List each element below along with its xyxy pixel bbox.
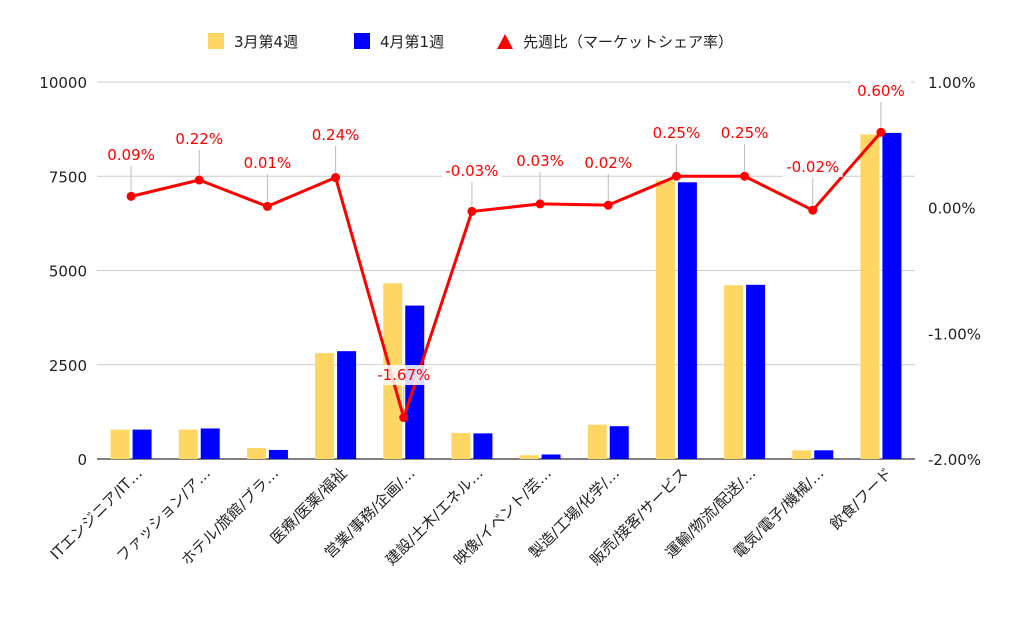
share-line-path <box>130 131 883 420</box>
y-right-tick-label: 0.00% <box>928 200 976 218</box>
bar <box>655 180 675 459</box>
bar <box>860 134 880 459</box>
bar <box>178 429 198 459</box>
line-point <box>603 200 613 210</box>
bar <box>724 285 744 459</box>
line-data-label: -0.02% <box>786 158 839 176</box>
legend-triangle-icon <box>497 34 513 49</box>
line-point <box>808 205 818 215</box>
line-data-label: 0.60% <box>857 82 905 100</box>
bar <box>882 132 902 459</box>
bar <box>200 428 220 459</box>
share-line <box>126 127 886 423</box>
share-line-labels: 0.09% 0.22% 0.01% 0.24% -1.67% -0.03% 0.03% 0.0… <box>101 81 911 413</box>
legend-label: 先週比（マーケットシェア率） <box>523 33 733 51</box>
line-data-label: 0.09% <box>107 146 155 164</box>
label-bg <box>646 123 707 143</box>
line-point <box>876 127 886 137</box>
label-bg <box>578 153 639 173</box>
y-left-tick-label: 2500 <box>49 357 87 375</box>
legend-swatch <box>208 33 224 49</box>
x-tick-label: 飲食/フード <box>826 464 895 533</box>
label-bg <box>441 161 502 181</box>
bar <box>519 455 539 459</box>
y-axis-right: -2.00% -1.00% 0.00% 1.00% <box>928 74 981 469</box>
bars <box>110 132 902 460</box>
bar <box>268 449 288 459</box>
line-point <box>194 175 204 185</box>
label-bg <box>305 125 366 145</box>
y-right-tick-label: -2.00% <box>928 451 981 469</box>
bar <box>814 450 834 459</box>
line-data-label: 0.03% <box>516 152 564 170</box>
bar <box>541 454 561 459</box>
bar <box>609 426 629 459</box>
line-point <box>671 171 681 181</box>
line-point <box>467 206 477 216</box>
line-data-label: 0.25% <box>653 124 701 142</box>
label-bg <box>714 123 775 143</box>
label-bg <box>782 157 843 177</box>
gridlines <box>97 81 915 460</box>
bar <box>587 424 607 459</box>
label-bg <box>510 151 571 171</box>
line-point <box>535 199 545 209</box>
y-right-tick-label: -1.00% <box>928 325 981 343</box>
x-axis: ITエンジニア/IT…ファッション/ア…ホテル/旅館/ブラ…医療/医薬/福祉営業… <box>47 464 896 569</box>
bar <box>746 284 766 459</box>
line-point <box>331 173 341 183</box>
y-left-tick-label: 7500 <box>49 168 87 186</box>
y-left-tick-label: 0 <box>77 451 87 469</box>
line-data-label: 0.01% <box>244 154 292 172</box>
label-bg <box>237 153 298 173</box>
line-data-label: 0.24% <box>312 126 360 144</box>
bar <box>451 432 471 459</box>
line-data-label: 0.22% <box>175 130 223 148</box>
y-left-tick-label: 5000 <box>49 263 87 281</box>
bar <box>132 429 152 459</box>
line-data-label: -1.67% <box>377 366 430 384</box>
bar <box>473 433 493 459</box>
legend: 3月第4週 4月第1週 先週比（マーケットシェア率） <box>208 33 733 51</box>
bar <box>792 450 812 459</box>
line-point <box>126 191 136 201</box>
line-data-label: 0.25% <box>721 124 769 142</box>
y-right-tick-label: 1.00% <box>928 74 976 92</box>
line-data-label: -0.03% <box>445 162 498 180</box>
label-bg <box>101 145 162 165</box>
label-bg <box>373 365 434 385</box>
line-data-label: 0.02% <box>584 154 632 172</box>
label-bg <box>850 81 911 101</box>
y-left-tick-label: 10000 <box>39 74 87 92</box>
label-bg <box>169 129 230 149</box>
bar <box>110 429 130 459</box>
y-axis-left: 0 2500 5000 7500 10000 <box>39 74 87 469</box>
legend-label: 4月第1週 <box>380 33 444 51</box>
bar <box>677 182 697 460</box>
legend-swatch <box>354 33 370 49</box>
line-point <box>740 171 750 181</box>
bar <box>315 353 335 459</box>
legend-label: 3月第4週 <box>234 33 298 51</box>
bar <box>337 351 357 459</box>
line-point <box>262 201 272 211</box>
bar <box>246 448 266 459</box>
line-point <box>399 413 409 423</box>
